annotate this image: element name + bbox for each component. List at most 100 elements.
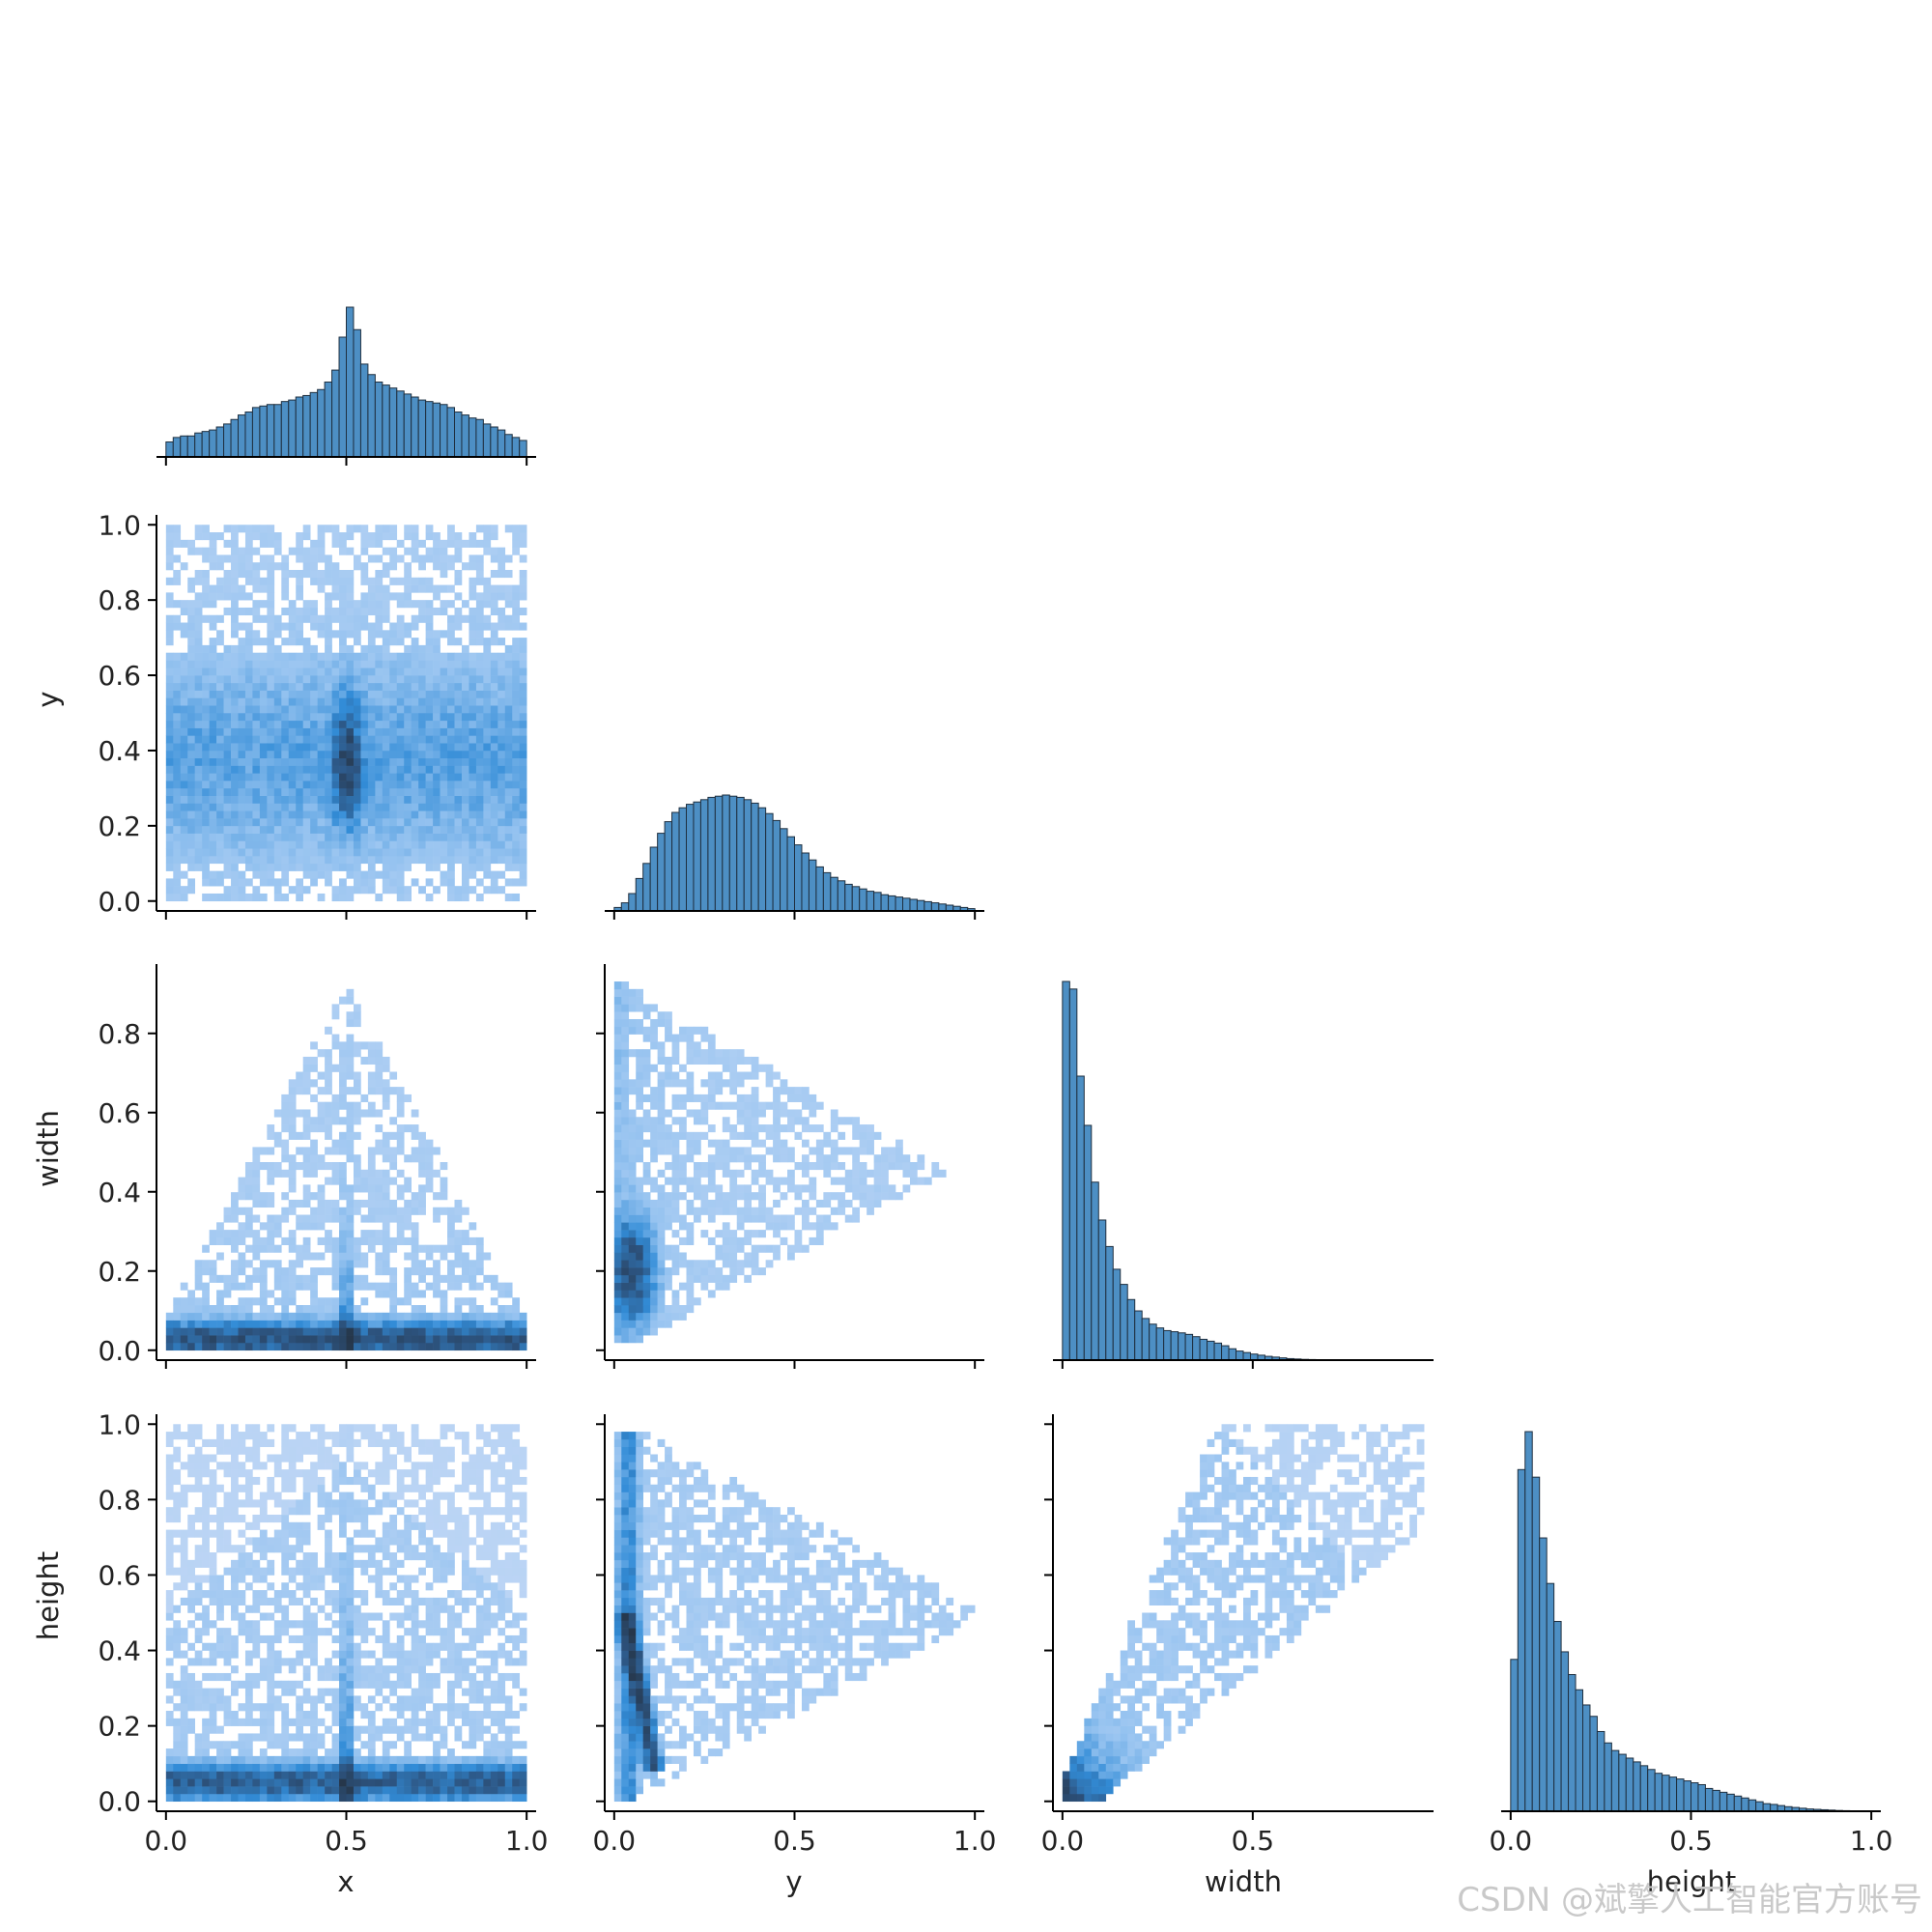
heat-cell bbox=[165, 652, 174, 661]
heat-cell bbox=[259, 539, 268, 548]
heat-cell bbox=[787, 1154, 795, 1163]
heat-cell bbox=[252, 614, 261, 623]
heat-cell bbox=[180, 1537, 188, 1546]
heat-cell bbox=[339, 1642, 347, 1651]
heat-cell bbox=[273, 1312, 282, 1321]
heat-cell bbox=[433, 705, 440, 714]
heat-cell bbox=[418, 856, 426, 865]
heat-cell bbox=[273, 539, 282, 548]
heat-cell bbox=[281, 1514, 290, 1523]
heat-cell bbox=[288, 614, 297, 623]
heat-cell bbox=[281, 1290, 290, 1298]
heat-cell bbox=[447, 690, 455, 698]
heat-cell bbox=[665, 1177, 672, 1185]
heat-cell bbox=[202, 863, 210, 871]
heat-cell bbox=[252, 1320, 261, 1328]
hist-bar-width bbox=[1228, 1348, 1237, 1361]
heat-cell bbox=[751, 1252, 759, 1261]
heat-cell bbox=[231, 1244, 239, 1253]
heat-cell bbox=[636, 1124, 643, 1133]
heat-cell bbox=[310, 863, 318, 871]
heat-cell bbox=[780, 1109, 788, 1118]
heat-cell bbox=[194, 1793, 203, 1803]
heat-cell bbox=[411, 1230, 419, 1238]
heat-cell bbox=[288, 569, 297, 579]
heat-cell bbox=[346, 1101, 355, 1110]
heat-cell bbox=[469, 614, 477, 623]
heat-cell bbox=[165, 840, 174, 849]
heat-cell bbox=[165, 1438, 174, 1447]
heat-cell bbox=[238, 682, 246, 691]
heat-cell bbox=[310, 1771, 318, 1779]
heat-cell bbox=[252, 886, 261, 895]
heat-cell bbox=[238, 773, 246, 781]
heat-cell bbox=[165, 1718, 174, 1726]
heat-cell bbox=[244, 644, 253, 653]
heat-cell bbox=[382, 833, 390, 841]
heat-cell bbox=[187, 1658, 195, 1666]
heat-cell bbox=[267, 840, 275, 849]
heat-cell bbox=[404, 525, 412, 533]
heat-cell bbox=[216, 1650, 224, 1659]
heat-cell bbox=[665, 1026, 672, 1035]
heat-cell bbox=[440, 1342, 448, 1351]
heat-cell bbox=[751, 1260, 759, 1268]
heat-cell bbox=[722, 1207, 730, 1215]
heat-cell bbox=[325, 795, 332, 804]
heat-cell bbox=[475, 697, 484, 706]
heat-cell bbox=[346, 863, 355, 871]
heat-cell bbox=[252, 690, 261, 698]
heat-cell bbox=[194, 1446, 203, 1455]
heat-cell bbox=[310, 668, 318, 676]
heat-cell bbox=[346, 607, 355, 616]
heat-cell bbox=[231, 1771, 239, 1779]
heat-cell bbox=[302, 682, 311, 691]
heat-cell bbox=[281, 569, 290, 579]
heat-cell bbox=[469, 886, 477, 895]
heat-cell bbox=[389, 848, 398, 857]
heat-cell bbox=[736, 1154, 745, 1163]
heat-cell bbox=[296, 638, 303, 646]
heat-cell bbox=[187, 638, 195, 646]
heat-cell bbox=[613, 988, 622, 997]
heat-cell bbox=[346, 1665, 355, 1674]
heat-cell bbox=[310, 562, 318, 571]
heat-cell bbox=[194, 1755, 203, 1764]
heat-cell bbox=[238, 592, 246, 601]
heat-cell bbox=[339, 1521, 347, 1530]
heat-cell bbox=[433, 818, 440, 827]
heat-cell bbox=[296, 1537, 303, 1546]
heat-cell bbox=[475, 743, 484, 752]
heat-cell bbox=[180, 1484, 188, 1492]
heat-cell bbox=[310, 1741, 318, 1749]
heat-cell bbox=[671, 1034, 680, 1042]
heat-cell bbox=[447, 735, 455, 744]
heat-cell bbox=[180, 1711, 188, 1719]
heat-cell bbox=[504, 644, 513, 653]
heat-cell bbox=[881, 1162, 889, 1171]
heat-cell bbox=[628, 1335, 637, 1344]
hist-bar-width bbox=[1068, 988, 1078, 1361]
heat-cell bbox=[339, 638, 347, 646]
heat-cell bbox=[267, 825, 275, 834]
heat-cell bbox=[165, 750, 174, 759]
hist-bar-height bbox=[1560, 1651, 1570, 1812]
heat-cell bbox=[396, 1327, 405, 1336]
heat-cell bbox=[642, 1026, 651, 1035]
heat-cell bbox=[339, 1552, 347, 1561]
heat-cell bbox=[209, 1741, 217, 1749]
heat-cell bbox=[288, 1297, 297, 1306]
heat-cell bbox=[273, 1499, 282, 1508]
heat-cell bbox=[194, 1274, 203, 1283]
heat-cell bbox=[671, 1162, 680, 1171]
heat-cell bbox=[317, 863, 326, 871]
heat-cell bbox=[231, 1236, 239, 1245]
heat-cell bbox=[339, 1612, 347, 1621]
heat-cell bbox=[216, 1634, 224, 1644]
heat-cell bbox=[223, 765, 232, 774]
heat-cell bbox=[325, 554, 332, 563]
heat-cell bbox=[411, 1124, 419, 1133]
heat-cell bbox=[209, 1529, 217, 1538]
heat-cell bbox=[346, 787, 355, 796]
heat-cell bbox=[331, 584, 340, 593]
